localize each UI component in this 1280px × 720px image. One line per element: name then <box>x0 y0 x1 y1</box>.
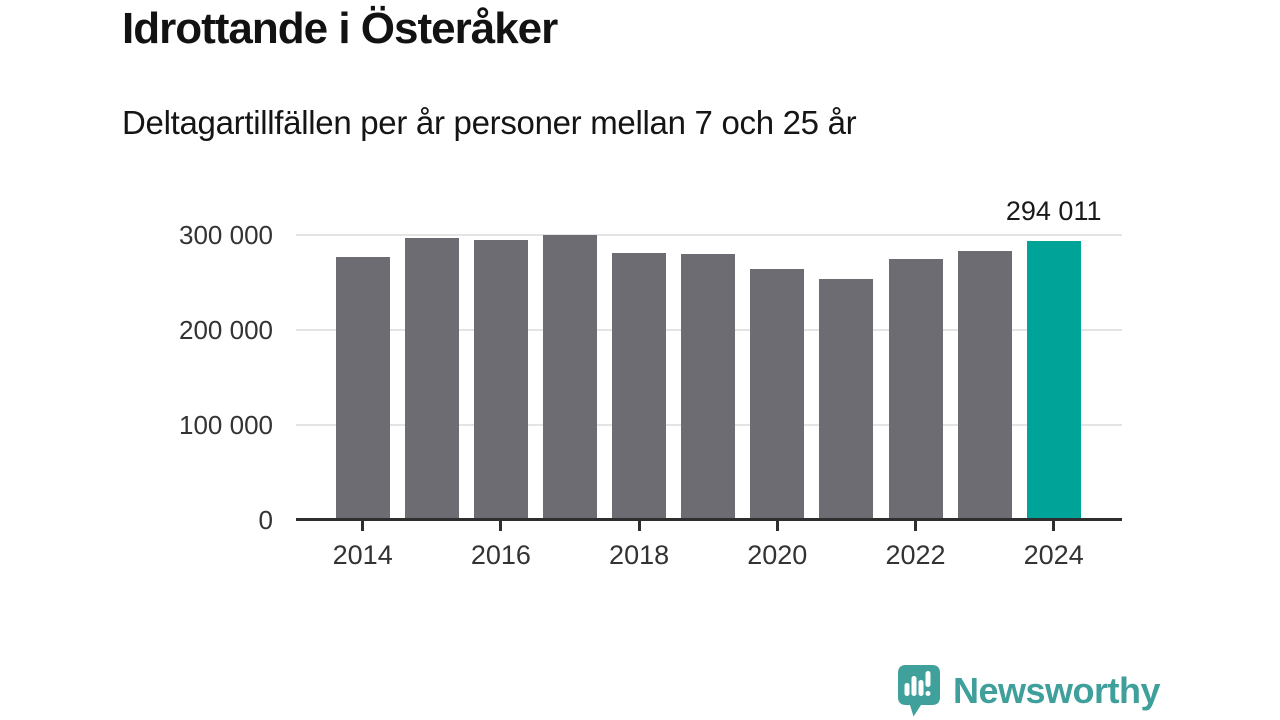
chart-subtitle: Deltagartillfällen per år personer mella… <box>122 104 857 141</box>
x-axis-label-2024: 2024 <box>1023 540 1084 570</box>
x-tick-2014 <box>361 521 365 531</box>
newsworthy-logo: Newsworthy <box>896 664 1161 718</box>
bar-2021 <box>819 279 873 520</box>
x-tick-2020 <box>775 521 779 531</box>
bar-2015 <box>405 238 459 520</box>
x-axis-label-2016: 2016 <box>470 540 531 570</box>
bar-2014 <box>336 257 390 520</box>
x-tick-2024 <box>1052 521 1056 531</box>
x-axis-label-2020: 2020 <box>747 540 808 570</box>
page-title: Idrottande i Österåker <box>122 4 558 53</box>
x-axis-label-2018: 2018 <box>609 540 670 570</box>
x-axis-line <box>296 518 1122 521</box>
bar-2023 <box>958 251 1012 520</box>
y-axis-label: 300 000 <box>179 220 273 250</box>
bar-highlighted-2024 <box>1027 241 1081 520</box>
x-tick-2018 <box>637 521 641 531</box>
y-axis-label: 100 000 <box>179 410 273 440</box>
gridline-300000 <box>296 234 1122 236</box>
x-tick-2016 <box>499 521 503 531</box>
x-axis-label-2022: 2022 <box>885 540 946 570</box>
x-tick-2022 <box>914 521 917 531</box>
bar-2017 <box>543 235 597 520</box>
value-annotation: 294 011 <box>1005 196 1102 226</box>
y-axis-label: 0 <box>258 505 273 535</box>
bar-2020 <box>750 269 804 520</box>
bar-2019 <box>681 254 735 520</box>
y-axis-label: 200 000 <box>179 315 273 345</box>
x-axis-label-2014: 2014 <box>332 540 393 570</box>
bar-2016 <box>474 240 528 520</box>
newsworthy-wordmark: Newsworthy <box>953 670 1161 711</box>
bar-2018 <box>612 253 666 520</box>
bar-2022 <box>889 259 943 520</box>
speech-bubble-bar-chart-icon <box>898 665 940 717</box>
